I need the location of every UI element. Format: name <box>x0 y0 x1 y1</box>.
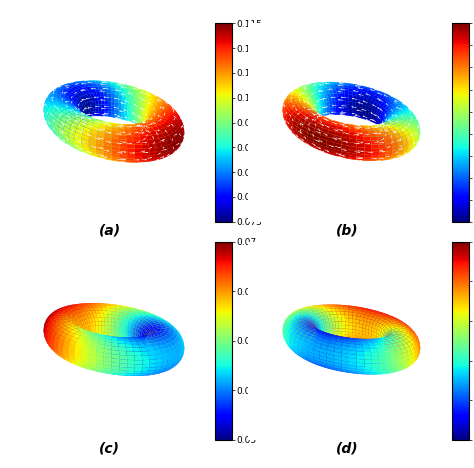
Text: (b): (b) <box>336 224 359 238</box>
Text: (a): (a) <box>99 224 121 238</box>
Text: (c): (c) <box>100 442 120 456</box>
Text: (d): (d) <box>336 442 359 456</box>
